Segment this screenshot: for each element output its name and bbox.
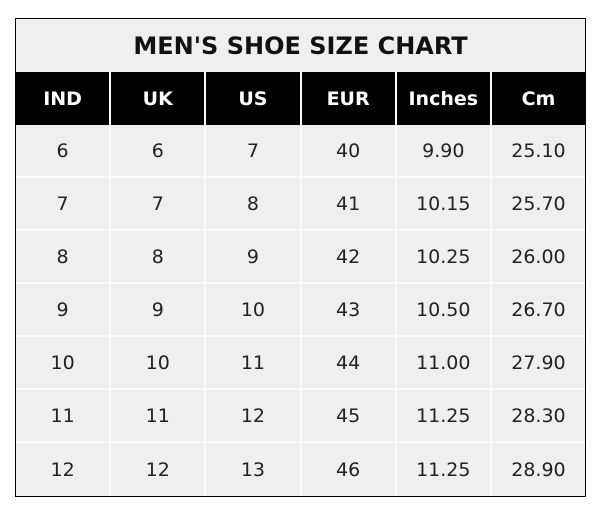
table-cell-us: 11 — [206, 337, 302, 390]
column-header-cm: Cm — [491, 72, 586, 125]
table-cell-eur: 42 — [301, 231, 397, 284]
header-row: IND UK US EUR Inches Cm — [16, 72, 586, 125]
table-cell-us: 12 — [206, 390, 302, 443]
table-cell-uk: 9 — [111, 284, 207, 337]
table-row: 10 10 11 44 11.00 27.90 — [16, 337, 586, 390]
table-cell-eur: 44 — [301, 337, 397, 390]
table-cell-us: 9 — [206, 231, 302, 284]
table-cell-inches: 10.25 — [396, 231, 492, 284]
table-cell-uk: 11 — [111, 390, 207, 443]
table-cell-ind: 10 — [16, 337, 112, 390]
table-cell-us: 10 — [206, 284, 302, 337]
table-row: 7 7 8 41 10.15 25.70 — [16, 178, 586, 231]
table-row: 11 11 12 45 11.25 28.30 — [16, 390, 586, 443]
table-cell-cm: 27.90 — [491, 337, 586, 390]
table-cell-inches: 11.25 — [396, 390, 492, 443]
column-header-inches: Inches — [396, 72, 492, 125]
table-title: MEN'S SHOE SIZE CHART — [133, 31, 468, 60]
table-row: 12 12 13 46 11.25 28.90 — [16, 443, 585, 496]
column-header-ind: IND — [16, 72, 112, 125]
table-cell-eur: 45 — [301, 390, 397, 443]
table-cell-inches: 10.50 — [396, 284, 492, 337]
table-cell-eur: 43 — [301, 284, 397, 337]
table-cell-cm: 26.00 — [491, 231, 586, 284]
table-cell-us: 13 — [206, 443, 302, 496]
table-cell-inches: 10.15 — [396, 178, 492, 231]
column-header-us: US — [206, 72, 302, 125]
table-cell-ind: 12 — [16, 443, 112, 496]
table-cell-cm: 28.90 — [511, 458, 566, 481]
table-cell-us: 7 — [206, 125, 302, 178]
table-cell-cm: 26.70 — [491, 284, 586, 337]
table-cell-cm: 25.10 — [491, 125, 586, 178]
table-cell-ind: 9 — [16, 284, 112, 337]
table-cell-us: 8 — [206, 178, 302, 231]
table-cell-uk: 12 — [111, 443, 207, 496]
table-cell-eur: 41 — [301, 178, 397, 231]
table-cell-uk: 8 — [111, 231, 207, 284]
column-header-eur: EUR — [301, 72, 397, 125]
table-row: 6 6 7 40 9.90 25.10 — [16, 125, 586, 178]
table-cell-eur: 46 — [302, 443, 397, 496]
table-row: 8 8 9 42 10.25 26.00 — [16, 231, 586, 284]
table-cell-inches: 11.00 — [396, 337, 492, 390]
table-cell-uk: 7 — [111, 178, 207, 231]
table-cell-cm: 25.70 — [491, 178, 586, 231]
table-cell-inches: 11.25 — [397, 443, 492, 496]
table-cell-eur: 40 — [301, 125, 397, 178]
table-cell-cm: 28.30 — [491, 390, 586, 443]
table-cell-uk: 10 — [111, 337, 207, 390]
table-cell-ind: 8 — [16, 231, 112, 284]
table-cell-ind: 6 — [16, 125, 112, 178]
size-chart-table: MEN'S SHOE SIZE CHART IND UK US EUR Inches Cm… — [15, 18, 586, 497]
column-header-uk: UK — [111, 72, 207, 125]
table-body: 6 6 7 40 9.90 25.10 7 7 8 41 10.15 25.70 8 8 9 42 10.25 2… — [16, 125, 586, 496]
table-cell-ind: 7 — [16, 178, 112, 231]
table-row: 9 9 10 43 10.50 26.70 — [16, 284, 586, 337]
table-cell-ind: 11 — [16, 390, 112, 443]
table-cell-inches: 9.90 — [396, 125, 492, 178]
table-cell-uk: 6 — [111, 125, 207, 178]
